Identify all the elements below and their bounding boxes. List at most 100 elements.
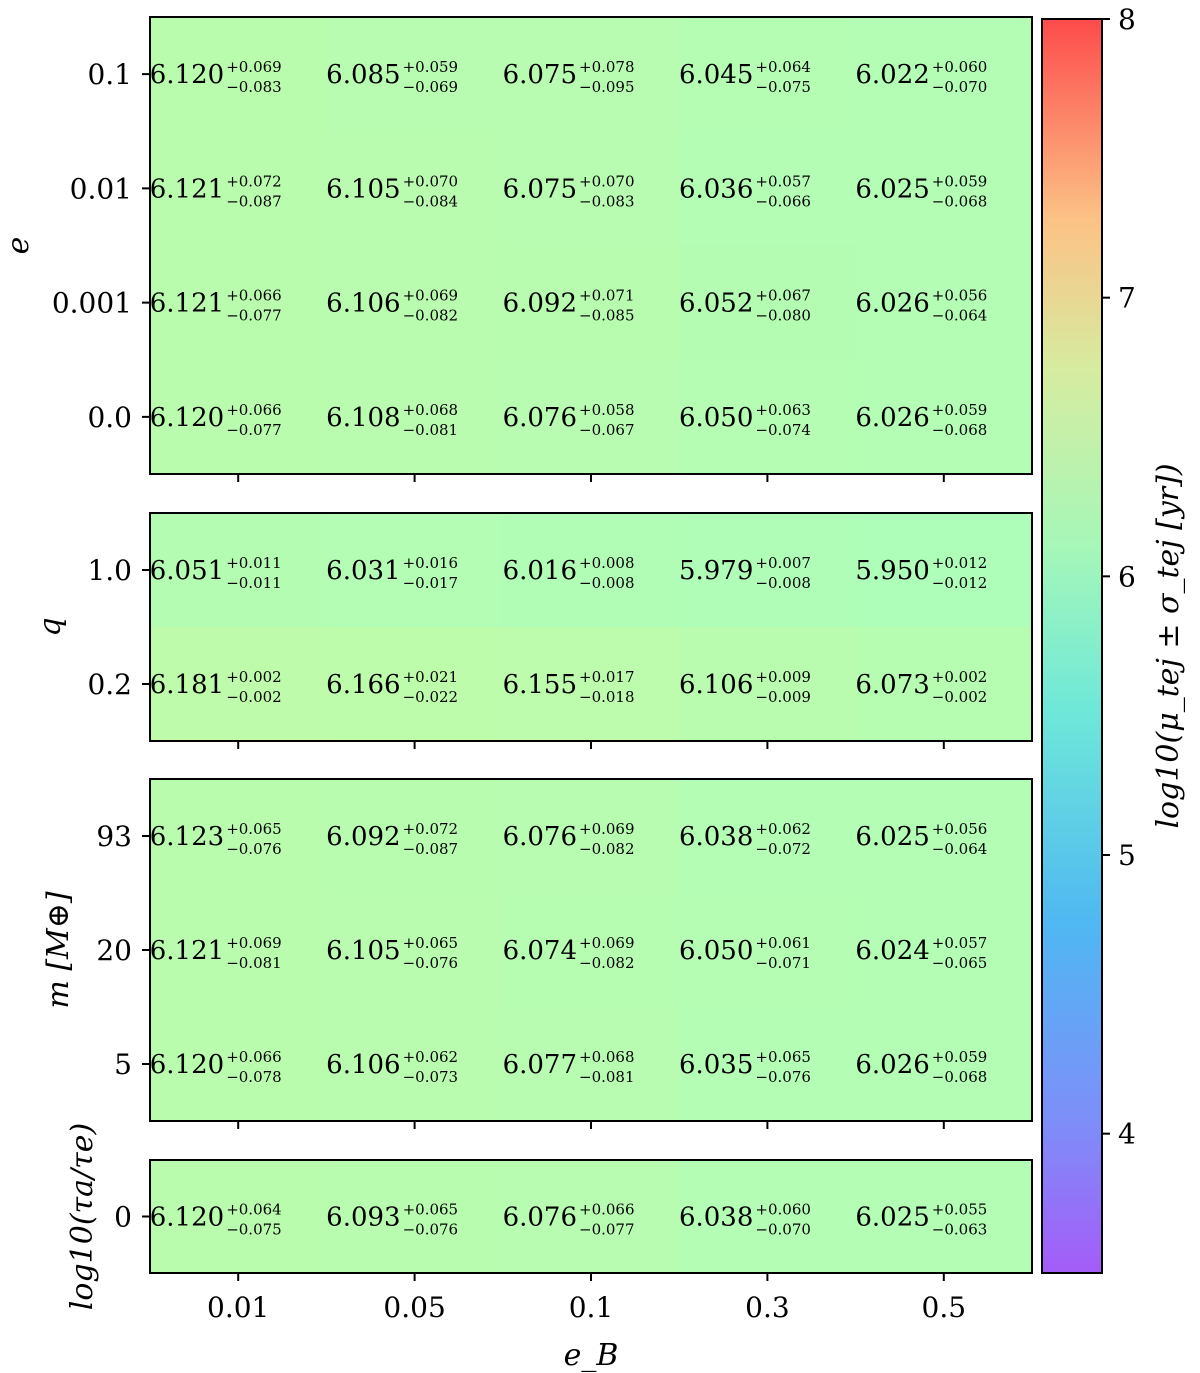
cell-label: 6.074 +0.069 −0.082 [503, 934, 635, 972]
cell-label: 6.026 +0.059 −0.068 [855, 1048, 987, 1086]
heatmap-cell [679, 1007, 857, 1122]
cell-value: 6.025 [855, 174, 929, 204]
cell-error-plus: +0.058 [579, 401, 635, 419]
cell-label: 6.075 +0.078 −0.095 [503, 58, 635, 96]
heatmap-cell [855, 17, 1033, 132]
cell-label: 6.076 +0.066 −0.077 [503, 1201, 635, 1239]
cell-value: 6.016 [503, 556, 577, 586]
cell-error-plus: +0.016 [403, 554, 459, 572]
cell-error-minus: −0.002 [932, 688, 988, 706]
heatmap-cell [502, 245, 680, 361]
heatmap-cell [502, 893, 680, 1008]
x-tick-label: 0.01 [207, 1291, 269, 1324]
heatmap-cell [502, 17, 680, 132]
heatmap-cell [150, 245, 327, 361]
cell-value: 6.120 [150, 60, 224, 90]
x-tick-label: 0.05 [383, 1291, 445, 1324]
cell-label: 6.120 +0.064 −0.075 [150, 1201, 282, 1239]
heatmap-cell [855, 1160, 1033, 1274]
cell-value: 6.123 [150, 822, 224, 852]
heatmap-cell [326, 1160, 504, 1274]
cell-label: 6.051 +0.011 −0.011 [150, 554, 282, 592]
heatmap-cell [150, 1160, 327, 1274]
cell-error-plus: +0.056 [932, 287, 988, 305]
cell-value: 6.075 [503, 60, 577, 90]
cell-label: 6.026 +0.059 −0.068 [855, 401, 987, 439]
y-tick-label: 5 [114, 1048, 132, 1081]
cell-error-plus: +0.061 [755, 934, 811, 952]
cell-value: 6.036 [679, 174, 753, 204]
heatmap-cell [855, 513, 1033, 628]
cell-value: 6.077 [503, 1050, 577, 1080]
cell-error-plus: +0.066 [226, 287, 282, 305]
cell-error-plus: +0.071 [579, 287, 635, 305]
cell-label: 6.038 +0.062 −0.072 [679, 820, 811, 858]
cell-label: 6.106 +0.009 −0.009 [679, 668, 811, 706]
heatmap-cell [326, 627, 504, 742]
cell-error-plus: +0.012 [932, 554, 988, 572]
cell-error-plus: +0.060 [932, 58, 988, 76]
cell-error-minus: −0.083 [579, 192, 635, 210]
cell-value: 6.075 [503, 174, 577, 204]
cell-error-minus: −0.009 [755, 688, 811, 706]
cell-error-plus: +0.057 [932, 934, 988, 952]
cell-value: 6.035 [679, 1050, 753, 1080]
heatmap-cell [855, 359, 1033, 475]
cell-error-minus: −0.087 [226, 192, 282, 210]
panel-3: 6.120 +0.064−0.075 6.093 +0.065−0.076 6.076 +… [65, 1123, 1033, 1310]
cell-value: 6.026 [855, 289, 929, 319]
cell-error-plus: +0.070 [579, 172, 635, 190]
cell-label: 6.031 +0.016 −0.017 [326, 554, 458, 592]
cell-label: 6.025 +0.056 −0.064 [855, 820, 987, 858]
cell-label: 6.120 +0.069 −0.083 [150, 58, 282, 96]
x-tick-label: 0.5 [922, 1291, 967, 1324]
cell-value: 6.092 [326, 822, 400, 852]
cell-label: 6.092 +0.072 −0.087 [326, 820, 458, 858]
y-tick-label: 0 [114, 1201, 132, 1234]
cell-error-plus: +0.066 [226, 401, 282, 419]
heatmap-cell [502, 359, 680, 475]
panel-1: 6.051 +0.011−0.011 6.031 +0.016−0.017 6.016 +… [33, 512, 1033, 749]
y-tick-label: 20 [96, 934, 132, 967]
cell-error-minus: −0.077 [579, 1221, 635, 1239]
heatmap-cell [326, 245, 504, 361]
cell-label: 6.121 +0.069 −0.081 [150, 934, 282, 972]
cell-error-minus: −0.074 [755, 421, 811, 439]
y-tick-label: 0.001 [52, 287, 132, 320]
heatmap-cell [326, 513, 504, 628]
heatmap-cell [502, 1007, 680, 1122]
cell-error-minus: −0.081 [579, 1068, 635, 1086]
cell-error-plus: +0.072 [403, 820, 459, 838]
heatmap-cell [150, 131, 327, 246]
panel-2: 6.123 +0.065−0.076 6.092 +0.072−0.087 6.076 +… [41, 778, 1033, 1129]
cell-error-minus: −0.082 [579, 840, 635, 858]
cell-error-plus: +0.062 [403, 1048, 459, 1066]
cell-value: 6.166 [326, 670, 400, 700]
cell-value: 6.093 [326, 1203, 400, 1233]
heatmap-cell [679, 627, 857, 742]
cell-label: 6.016 +0.008 −0.008 [503, 554, 635, 592]
cell-value: 6.120 [150, 1050, 224, 1080]
x-tick-label: 0.3 [745, 1291, 790, 1324]
cell-label: 6.052 +0.067 −0.080 [679, 287, 811, 325]
cell-error-plus: +0.070 [403, 172, 459, 190]
heatmap-cell [679, 779, 857, 894]
heatmap-cell [150, 359, 327, 475]
cell-error-minus: −0.064 [932, 840, 988, 858]
cell-error-plus: +0.055 [932, 1201, 988, 1219]
cell-label: 6.050 +0.063 −0.074 [679, 401, 811, 439]
cell-error-plus: +0.021 [403, 668, 459, 686]
heatmap-cell [502, 627, 680, 742]
cell-value: 5.979 [679, 556, 753, 586]
y-tick-label: 1.0 [87, 554, 132, 587]
cell-label: 6.076 +0.058 −0.067 [503, 401, 635, 439]
cell-error-plus: +0.069 [579, 820, 635, 838]
heatmap-cell [855, 245, 1033, 361]
cell-error-plus: +0.067 [755, 287, 811, 305]
cell-error-plus: +0.064 [226, 1201, 282, 1219]
heatmap-cell [326, 893, 504, 1008]
cell-value: 6.155 [503, 670, 577, 700]
cell-error-plus: +0.008 [579, 554, 635, 572]
heatmap-cell [502, 131, 680, 246]
